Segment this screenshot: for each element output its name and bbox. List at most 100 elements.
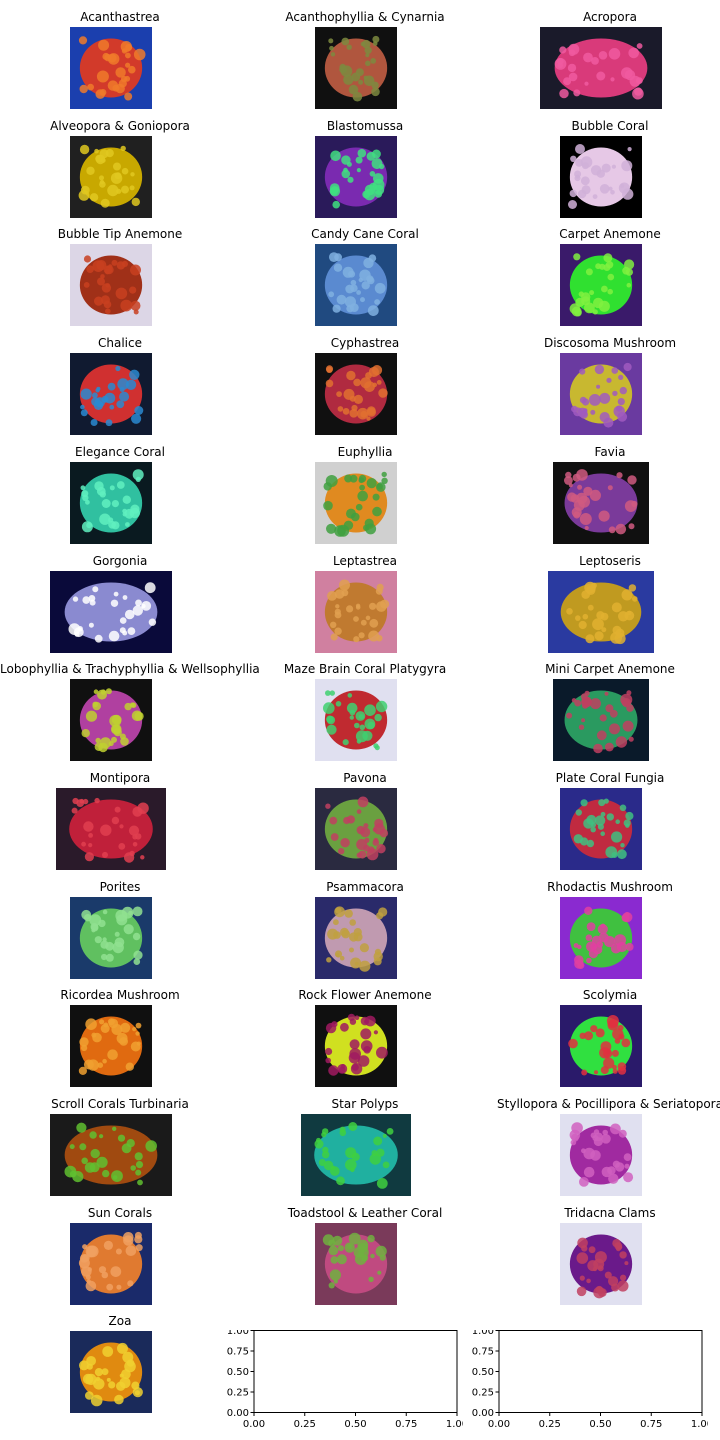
x-tick-label: 0.25 [539, 1419, 561, 1430]
y-tick-label: 0.25 [472, 1388, 494, 1399]
panel-title: Favia [594, 444, 626, 459]
panel-title: Star Polyps [331, 1097, 399, 1111]
panel: Chalice [0, 326, 240, 436]
panel: Bubble Tip Anemone [0, 217, 240, 327]
panel: Bubble Coral [490, 109, 720, 218]
coral-photo [560, 896, 642, 979]
coral-photo [70, 135, 152, 218]
coral-photo [70, 244, 152, 327]
panel: Elegance Coral [0, 435, 240, 544]
coral-photo [540, 27, 662, 109]
coral-photo [560, 244, 642, 327]
coral-photo [560, 1005, 642, 1088]
panel-title: Alveopora & Goniopora [50, 118, 190, 133]
panel-title: Discosoma Mushroom [543, 336, 677, 351]
panel-title: Euphyllia [337, 444, 393, 459]
panel: Porites [0, 870, 240, 979]
panel: Pavona [245, 761, 485, 870]
coral-photo [50, 570, 172, 653]
panel-title: Rock Flower Anemone [298, 988, 432, 1003]
coral-photo [315, 896, 397, 979]
panel: Star Polyps [245, 1087, 485, 1196]
panel-title: Carpet Anemone [559, 227, 661, 242]
panel-title: Candy Cane Coral [311, 227, 419, 242]
panel-title: Cyphastrea [330, 336, 400, 351]
panel: Favia [490, 435, 720, 544]
y-tick-label: 0.75 [472, 1347, 494, 1358]
panel-title: Acanthastrea [80, 10, 160, 24]
coral-photo [70, 1331, 152, 1414]
x-tick-label: 0.75 [395, 1419, 417, 1430]
coral-photo [315, 461, 397, 544]
panel-title: Acropora [583, 10, 637, 24]
coral-photo [315, 1222, 397, 1305]
panel: Blastomussa [245, 109, 485, 218]
panel: Psammacora [245, 870, 485, 979]
axes-frame [253, 1330, 458, 1413]
coral-photo [315, 353, 397, 436]
x-tick-label: 0.25 [294, 1419, 316, 1430]
panel: Styllopora & Pocillipora & Seriatopora [490, 1087, 720, 1196]
panel: Rock Flower Anemone [245, 978, 485, 1088]
panel-title: Acanthophyllia & Cynarnia [285, 10, 445, 24]
y-tick-label: 0.00 [227, 1408, 249, 1419]
axes-frame [498, 1330, 703, 1413]
coral-photo [560, 787, 642, 870]
panel: Acanthastrea [0, 0, 240, 109]
panel: Maze Brain Coral Platygyra [245, 652, 485, 762]
empty-axes: 0.00 0.25 0.50 0.75 1.00 0.00 0.25 0.50 0.75 1.00 [227, 1330, 463, 1430]
panel: Cyphastrea [245, 326, 485, 436]
panel: Ricordea Mushroom [0, 978, 240, 1088]
panel: Mini Carpet Anemone [490, 652, 720, 762]
panel-title: Zoa [108, 1314, 132, 1329]
panel: Acanthophyllia & Cynarnia [245, 0, 485, 109]
panel-title: Toadstool & Leather Coral [287, 1205, 443, 1220]
panel: Discosoma Mushroom [490, 326, 720, 436]
panel-title: Chalice [98, 336, 142, 351]
coral-photo [548, 570, 654, 653]
panel-title: Porites [99, 879, 141, 894]
coral-photo [70, 353, 152, 436]
panel: Sun Corals [0, 1196, 240, 1305]
y-tick-label: 1.00 [472, 1330, 494, 1337]
coral-photo [301, 1114, 411, 1196]
coral-photo [70, 27, 152, 109]
panel: Alveopora & Goniopora [0, 109, 240, 218]
panel-title: Leptoseris [579, 553, 641, 568]
empty-axes: 0.00 0.25 0.50 0.75 1.00 0.00 0.25 0.50 0.75 1.00 [472, 1330, 708, 1430]
panel-title: Bubble Tip Anemone [57, 227, 183, 242]
coral-photo [70, 461, 152, 544]
panel: Carpet Anemone [490, 217, 720, 327]
panel: Tridacna Clams [490, 1196, 720, 1305]
x-tick-label: 1.00 [446, 1419, 463, 1430]
panel: Gorgonia [0, 544, 240, 653]
panel-title: Gorgonia [92, 553, 148, 568]
panel-title: Scolymia [582, 988, 638, 1003]
panel-title: Pavona [343, 770, 387, 785]
coral-photo [70, 1222, 152, 1305]
coral-photo [56, 787, 166, 870]
panel: Plate Coral Fungia [490, 761, 720, 870]
panel-title: Montipora [89, 770, 151, 785]
coral-photo [315, 679, 397, 762]
panel: Lobophyllia & Trachyphyllia & Wellsophyl… [0, 652, 260, 762]
y-tick-label: 0.50 [472, 1367, 494, 1378]
coral-photo [560, 135, 642, 218]
y-tick-label: 0.75 [227, 1347, 249, 1358]
coral-photo [560, 353, 642, 436]
panel-title: Blastomussa [326, 118, 404, 133]
panel: Leptoseris [490, 544, 720, 653]
x-tick-label: 0.00 [243, 1419, 265, 1430]
panel: Zoa [0, 1304, 240, 1414]
panel: Scroll Corals Turbinaria [0, 1087, 240, 1196]
panel-title: Psammacora [326, 879, 404, 894]
x-tick-label: 1.00 [691, 1419, 708, 1430]
y-tick-label: 0.25 [227, 1388, 249, 1399]
coral-photo [553, 679, 649, 762]
panel-title: Rhodactis Mushroom [547, 879, 673, 894]
panel: Scolymia [490, 978, 720, 1088]
coral-photo [315, 27, 397, 109]
coral-photo [315, 1005, 397, 1088]
coral-photo [560, 1222, 642, 1305]
coral-photo [70, 679, 152, 762]
